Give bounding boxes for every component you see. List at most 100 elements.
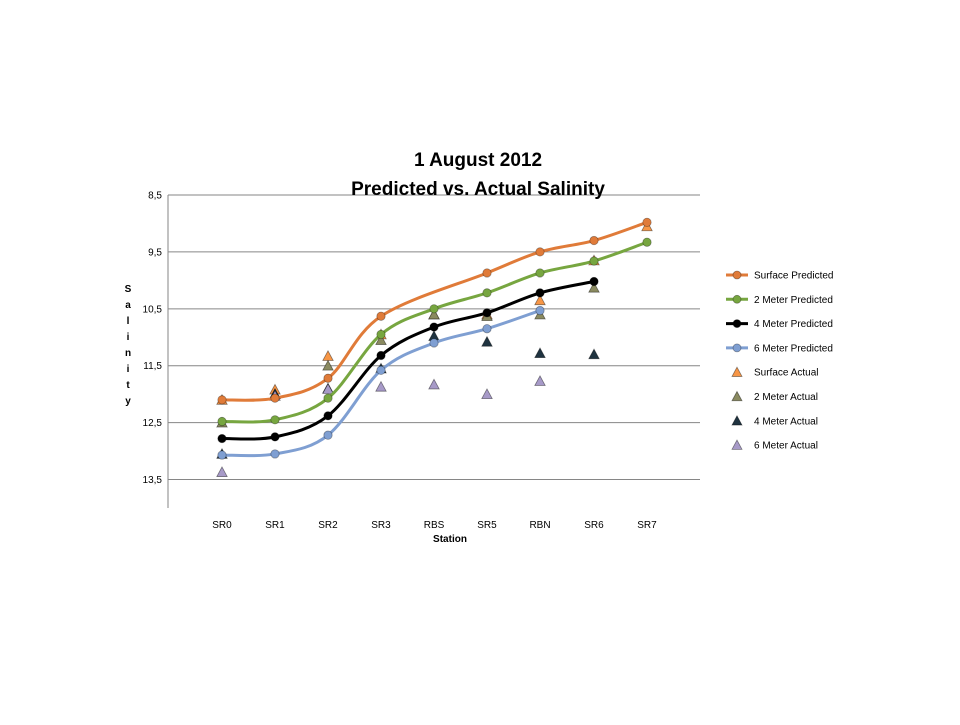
data-point <box>376 312 386 321</box>
data-point <box>217 434 227 443</box>
data-point <box>482 288 492 298</box>
data-point <box>323 374 333 383</box>
data-point <box>376 351 386 360</box>
data-point <box>322 383 334 394</box>
data-point <box>375 380 387 392</box>
legend-item: 4 Meter Actual <box>731 414 818 427</box>
x-axis-title: Station <box>433 534 467 545</box>
data-point <box>588 348 600 360</box>
data-point <box>375 334 387 345</box>
y-tick-label: 9,5 <box>148 247 162 258</box>
legend-item: Surface Actual <box>731 366 818 379</box>
x-tick-label: SR1 <box>265 520 285 531</box>
data-point-outline <box>217 450 227 460</box>
data-point <box>642 238 652 247</box>
legend-item: 2 Meter Predicted <box>726 295 833 306</box>
data-point-outline <box>429 304 439 314</box>
x-tick-label: SR2 <box>318 520 338 531</box>
data-point <box>270 393 280 403</box>
legend-swatch-marker <box>732 343 742 353</box>
chart-title: 1 August 2012 Predicted vs. Actual Salin… <box>351 150 605 200</box>
data-point-outline <box>376 365 386 375</box>
chart-title-line-2: Predicted vs. Actual Salinity <box>351 179 605 200</box>
legend-swatch-marker <box>732 319 742 329</box>
legend: Surface Predicted 2 Meter Predicted 4 Mete… <box>726 271 834 452</box>
data-point-outline <box>376 329 386 340</box>
data-point <box>376 330 386 339</box>
x-tick-label: SR6 <box>584 520 604 531</box>
data-point-outline <box>270 449 280 459</box>
data-point-outline <box>323 430 333 440</box>
data-point <box>428 308 440 320</box>
data-point <box>481 388 493 400</box>
data-point <box>534 294 546 306</box>
data-point <box>534 375 546 386</box>
data-point-outline <box>482 288 492 298</box>
data-point-outline <box>429 338 439 348</box>
data-point <box>429 322 439 332</box>
legend-item: 6 Meter Actual <box>731 439 818 452</box>
y-axis-title-letter: t <box>126 380 130 391</box>
legend-label: Surface Predicted <box>754 271 834 282</box>
data-point-outline <box>270 415 280 425</box>
legend-swatch-marker <box>731 414 743 426</box>
legend-swatch-marker <box>732 294 742 304</box>
data-point <box>322 359 334 371</box>
y-axis-title: Salinity <box>125 284 132 407</box>
legend-label: 6 Meter Predicted <box>754 343 833 354</box>
series-surface-predicted <box>217 217 652 405</box>
x-tick-label: SR7 <box>637 520 657 531</box>
data-point <box>535 306 545 315</box>
x-tick-label: SR5 <box>477 520 497 531</box>
data-point <box>376 366 386 375</box>
series-6-meter-predicted <box>217 305 545 460</box>
series-2-meter-predicted <box>217 237 652 427</box>
data-point-outline <box>482 308 492 318</box>
data-point-outline <box>323 373 333 383</box>
legend-swatch-marker <box>732 270 742 280</box>
data-point <box>535 268 545 278</box>
axes: 8,5 9,5 10,5 11,5 12,5 13,5 SR0 SR1 SR2 SR3 RBS SR5… <box>143 191 658 532</box>
data-point <box>482 268 492 278</box>
legend-label: 4 Meter Actual <box>754 416 818 427</box>
legend-label: 4 Meter Predicted <box>754 319 833 330</box>
data-point-outline <box>376 311 386 321</box>
legend-item: 6 Meter Predicted <box>726 343 833 354</box>
data-point-outline <box>482 268 492 278</box>
data-point <box>429 304 439 314</box>
y-tick-label: 8,5 <box>148 191 162 202</box>
data-point <box>323 393 333 403</box>
data-point <box>270 449 280 459</box>
legend-label: 2 Meter Predicted <box>754 295 833 306</box>
data-point <box>482 308 492 318</box>
data-point-outline <box>323 393 333 403</box>
legend-item: Surface Predicted <box>726 271 834 282</box>
data-point <box>323 430 333 440</box>
data-point <box>428 378 440 390</box>
data-point-outline <box>270 393 280 403</box>
legend-item: 4 Meter Predicted <box>726 319 833 330</box>
x-tick-label: RBN <box>529 520 550 531</box>
series-4-meter-predicted <box>217 276 599 444</box>
data-point-outline <box>429 322 439 332</box>
data-point-outline <box>376 350 386 361</box>
legend-swatch-marker <box>731 439 743 450</box>
series-6-meter-actual <box>216 375 546 477</box>
data-point-outline <box>589 276 599 287</box>
data-point <box>322 350 334 361</box>
data-point <box>642 218 652 227</box>
data-point-outline <box>535 305 545 316</box>
data-point <box>481 335 493 347</box>
data-point <box>588 281 600 293</box>
y-axis-title-letter: l <box>127 316 130 327</box>
legend-label: 2 Meter Actual <box>754 392 818 403</box>
y-axis-title-letter: y <box>125 396 131 407</box>
data-point <box>217 395 227 405</box>
y-axis-title-letter: i <box>127 332 130 343</box>
data-point <box>589 277 599 286</box>
chart-title-line-1: 1 August 2012 <box>414 150 542 171</box>
data-point <box>589 256 599 266</box>
data-point <box>216 466 228 477</box>
data-point-outline <box>217 416 227 427</box>
